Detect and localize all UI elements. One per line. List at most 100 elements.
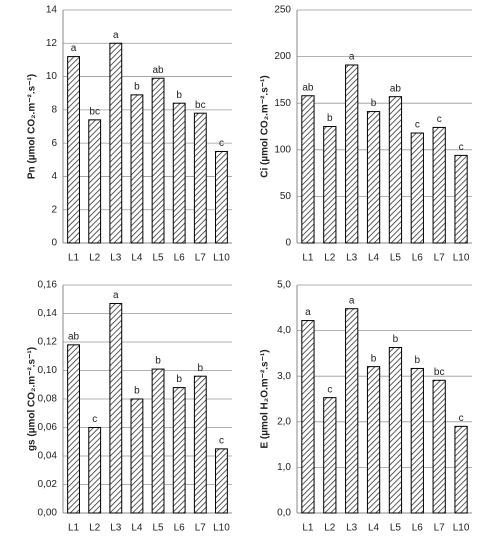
y-tick-label: 0,02	[38, 479, 58, 490]
bar	[109, 303, 123, 514]
y-tick-label: 0,0	[277, 508, 291, 519]
x-tick-label: L10	[453, 523, 470, 534]
y-tick-label: 250	[274, 5, 291, 16]
y-axis-label: E (µmol H₂O.m⁻².s⁻¹)	[260, 349, 271, 448]
x-tick-label: L2	[324, 523, 336, 534]
significance-letter: ab	[390, 83, 402, 94]
x-tick-label: L3	[346, 253, 358, 264]
y-tick-label: 0,00	[38, 508, 58, 519]
y-tick-label: 0,16	[38, 280, 58, 291]
bar	[193, 375, 207, 514]
significance-letter: bc	[434, 367, 445, 378]
x-tick-label: L6	[174, 253, 186, 264]
significance-letter: c	[219, 436, 224, 447]
bar	[88, 427, 102, 514]
y-axis-label: gs (µmol CO₂.m⁻².s⁻¹)	[27, 347, 38, 451]
x-tick-label: L7	[434, 253, 446, 264]
y-tick-label: 150	[274, 98, 291, 109]
bar	[388, 96, 403, 244]
y-tick-label: 2	[51, 204, 57, 215]
significance-letter: c	[415, 120, 420, 131]
y-axis-label: Ci (µmol CO₂.m⁻².s⁻¹)	[260, 75, 271, 177]
bar	[454, 154, 468, 244]
significance-letter: b	[176, 374, 182, 385]
y-tick-label: 4	[51, 171, 57, 182]
y-tick-label: 0	[285, 238, 291, 249]
bar	[172, 387, 186, 514]
significance-letter: c	[92, 414, 97, 425]
x-tick-label: L5	[390, 253, 402, 264]
x-tick-label: L2	[324, 253, 336, 264]
bar	[109, 42, 123, 244]
significance-letter: c	[437, 114, 442, 125]
y-tick-label: 5,0	[277, 280, 291, 291]
x-tick-label: L4	[131, 253, 143, 264]
x-tick-label: L6	[412, 253, 424, 264]
bar	[410, 132, 424, 244]
bar	[345, 308, 359, 514]
bar	[215, 448, 228, 514]
x-tick-label: L2	[89, 523, 101, 534]
bar	[432, 379, 446, 514]
y-tick-label: 0,04	[38, 451, 58, 462]
significance-letter: b	[327, 113, 333, 124]
x-tick-label: L10	[213, 253, 230, 264]
x-tick-label: L7	[434, 523, 446, 534]
significance-letter: bc	[195, 100, 206, 111]
significance-letter: a	[349, 295, 355, 306]
y-tick-label: 4,0	[277, 325, 291, 336]
bar	[366, 366, 381, 514]
x-tick-label: L7	[195, 523, 207, 534]
bar	[151, 368, 165, 514]
x-tick-label: L1	[302, 523, 314, 534]
y-tick-label: 14	[46, 5, 58, 16]
y-tick-label: 0,14	[38, 308, 58, 319]
bar	[323, 397, 337, 514]
y-tick-label: 0,10	[38, 365, 58, 376]
x-tick-label: L10	[213, 523, 230, 534]
significance-letter: c	[327, 384, 332, 395]
significance-letter: b	[155, 356, 161, 367]
significance-letter: a	[113, 290, 119, 301]
x-tick-label: L1	[68, 253, 80, 264]
bar	[193, 112, 207, 244]
x-tick-label: L2	[89, 253, 101, 264]
y-tick-label: 10	[46, 71, 58, 82]
y-tick-label: 0,12	[38, 337, 58, 348]
x-tick-label: L5	[153, 523, 165, 534]
bar	[345, 64, 359, 244]
significance-letter: a	[71, 43, 77, 54]
x-tick-label: L1	[302, 253, 314, 264]
significance-letter: bc	[89, 106, 100, 117]
significance-letter: a	[305, 307, 311, 318]
x-tick-label: L5	[153, 253, 165, 264]
y-tick-label: 1,0	[277, 462, 291, 473]
significance-letter: b	[198, 363, 204, 374]
x-tick-label: L3	[110, 253, 122, 264]
y-tick-label: 12	[46, 38, 58, 49]
significance-letter: ab	[68, 331, 80, 342]
y-tick-label: 0,06	[38, 422, 58, 433]
bar	[301, 95, 315, 244]
y-tick-label: 100	[274, 144, 291, 155]
significance-letter: b	[176, 90, 182, 101]
bar	[215, 150, 228, 244]
x-tick-label: L6	[174, 523, 186, 534]
bar	[172, 102, 186, 244]
bar	[301, 320, 315, 514]
x-tick-label: L4	[368, 253, 380, 264]
bar	[388, 346, 403, 514]
y-tick-label: 6	[51, 138, 57, 149]
x-tick-label: L7	[195, 253, 207, 264]
significance-letter: b	[415, 355, 421, 366]
significance-letter: c	[459, 413, 464, 424]
x-tick-label: L5	[390, 523, 402, 534]
y-tick-label: 200	[274, 51, 291, 62]
y-tick-label: 8	[51, 104, 57, 115]
bar	[323, 126, 337, 244]
bar	[410, 367, 424, 514]
bar	[151, 77, 165, 244]
bar	[454, 425, 468, 514]
significance-letter: ab	[153, 65, 165, 76]
y-tick-label: 50	[280, 191, 292, 202]
